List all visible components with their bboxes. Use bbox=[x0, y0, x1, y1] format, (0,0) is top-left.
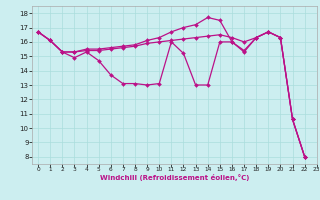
X-axis label: Windchill (Refroidissement éolien,°C): Windchill (Refroidissement éolien,°C) bbox=[100, 174, 249, 181]
